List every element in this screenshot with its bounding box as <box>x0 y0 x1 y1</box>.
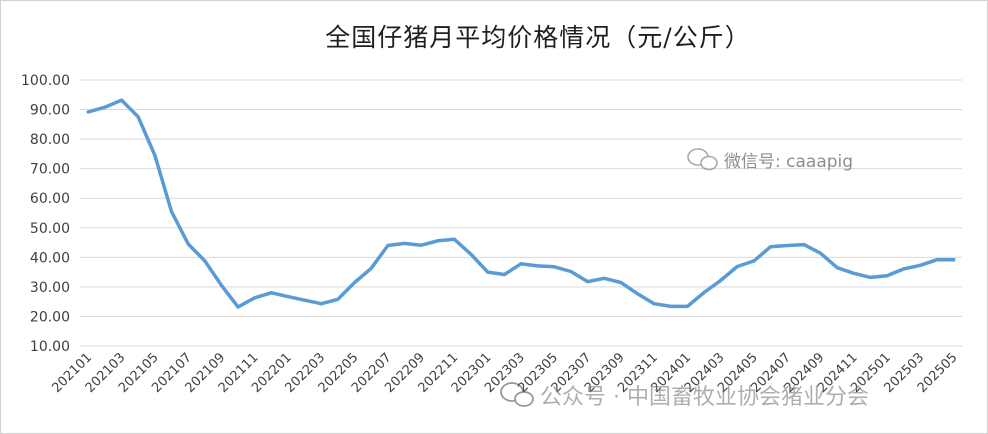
official-account-watermark: 公众号 · 中国畜牧业协会猪业分会 <box>500 382 869 410</box>
y-tick-label: 100.00 <box>21 73 70 89</box>
data-point <box>818 251 823 255</box>
data-point <box>685 304 690 308</box>
data-point <box>386 243 390 248</box>
data-point <box>402 241 407 246</box>
series-line <box>86 98 956 309</box>
data-point <box>552 265 556 269</box>
data-point <box>369 266 373 270</box>
y-axis-ticks: 10.00 20.00 30.00 40.00 50.00 60.00 70.00 80.00… <box>21 73 70 355</box>
data-point <box>203 259 207 263</box>
data-point <box>918 263 922 267</box>
data-point <box>935 258 939 262</box>
data-point <box>253 296 257 300</box>
data-point <box>619 280 623 285</box>
data-point <box>103 105 107 109</box>
data-point <box>352 280 357 285</box>
data-point <box>719 278 723 282</box>
data-point <box>885 274 889 278</box>
data-point <box>585 279 590 284</box>
data-point <box>419 243 423 247</box>
data-point <box>319 302 323 306</box>
data-point <box>868 275 873 280</box>
y-tick-label: 80.00 <box>30 132 70 148</box>
chart-title: 全国仔猪月平均价格情况（元/公斤） <box>325 23 750 52</box>
data-point <box>769 245 773 249</box>
data-point <box>635 292 640 296</box>
wechat-icon <box>500 382 534 407</box>
y-tick-label: 20.00 <box>30 309 70 325</box>
data-point <box>286 295 290 299</box>
data-point <box>452 237 457 241</box>
y-tick-label: 40.00 <box>30 250 70 266</box>
data-point <box>120 98 124 102</box>
data-point <box>902 267 906 271</box>
wechat-id-text: 微信号: caaapig <box>724 152 853 172</box>
data-point <box>602 276 606 280</box>
data-point <box>486 270 490 274</box>
data-point <box>785 243 789 248</box>
data-point <box>303 298 307 302</box>
y-tick-label: 60.00 <box>30 191 70 207</box>
data-point <box>752 259 756 263</box>
data-point <box>336 297 340 301</box>
official-account-text: 公众号 · 中国畜牧业协会猪业分会 <box>540 385 869 410</box>
data-point <box>702 290 706 295</box>
data-point <box>519 262 523 266</box>
data-point <box>852 271 856 275</box>
data-point <box>502 272 506 277</box>
data-point <box>669 304 673 308</box>
series-group <box>86 98 956 309</box>
data-point <box>436 239 440 243</box>
data-point <box>536 264 540 268</box>
data-point <box>469 252 473 256</box>
data-point <box>735 264 739 269</box>
y-tick-label: 30.00 <box>30 280 70 296</box>
data-point <box>652 302 656 306</box>
y-tick-label: 90.00 <box>30 103 70 119</box>
data-point <box>236 305 240 309</box>
wechat-icon <box>687 148 718 171</box>
data-point <box>219 283 224 288</box>
data-point <box>136 115 140 119</box>
data-point <box>86 110 90 114</box>
y-tick-label: 50.00 <box>30 221 70 237</box>
data-point <box>186 242 190 246</box>
data-point <box>835 266 839 270</box>
y-tick-label: 70.00 <box>30 162 70 178</box>
gridlines <box>80 79 962 347</box>
data-point <box>153 153 157 157</box>
data-point <box>169 209 174 214</box>
data-point <box>269 291 273 295</box>
data-point <box>952 258 956 262</box>
wechat-watermark: 微信号: caaapig <box>687 148 853 172</box>
data-point <box>802 243 806 247</box>
y-tick-label: 10.00 <box>30 339 70 355</box>
data-point <box>569 269 573 274</box>
